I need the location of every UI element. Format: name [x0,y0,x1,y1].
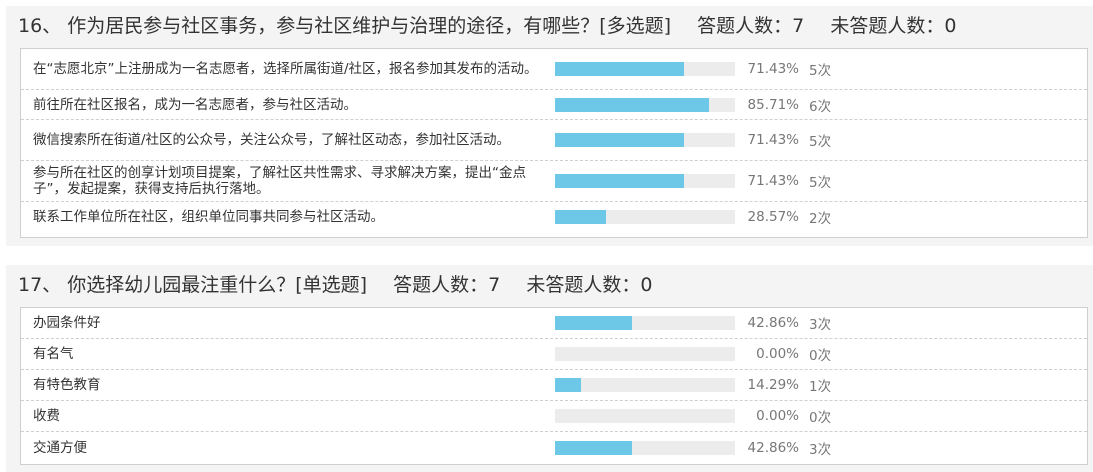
option-row: 前往所在社区报名，成为一名志愿者，参与社区活动。 85.71% 6次 [21,90,1087,120]
option-count: 0次 [809,348,832,364]
progress-bar [555,409,735,423]
option-row: 有名气 0.00% 0次 [21,339,1087,370]
progress-bar [555,440,735,455]
option-label: 在“志愿北京”上注册成为一名志愿者，选择所属街道/社区，报名参加其发布的活动。 [33,61,538,77]
question-number: 17、 [18,274,62,296]
option-percent: 0.00% [756,346,799,362]
progress-fill [555,316,633,330]
progress-fill [555,97,710,112]
option-count: 3次 [809,441,832,458]
answered-count: 答题人数：7 [393,274,501,296]
option-label: 联系工作单位所在社区，组织单位同事共同参与社区活动。 [33,209,384,225]
option-count: 5次 [809,63,832,79]
progress-fill [555,378,581,392]
options-table: 在“志愿北京”上注册成为一名志愿者，选择所属街道/社区，报名参加其发布的活动。 … [20,48,1088,238]
question-title: 17、 你选择幼儿园最注重什么？[单选题] 答题人数：7 未答题人数：0 [18,265,652,305]
options-table: 办园条件好 42.86% 3次 有名气 0.00% 0次 有特色教育 14.29… [20,307,1088,465]
option-count: 5次 [809,134,832,150]
option-percent: 14.29% [747,377,799,393]
option-row: 收费 0.00% 0次 [21,401,1087,432]
option-count: 5次 [809,175,832,191]
progress-fill [555,133,684,147]
option-row: 联系工作单位所在社区，组织单位同事共同参与社区活动。 28.57% 2次 [21,202,1087,232]
option-count: 2次 [809,211,832,227]
option-label: 交通方便 [33,439,87,456]
option-percent: 71.43% [747,132,799,148]
progress-bar [555,174,735,188]
question-title: 16、 作为居民参与社区事务，参与社区维护与治理的途径，有哪些？[多选题] 答题… [18,6,956,46]
progress-fill [555,440,633,455]
option-label: 参与所在社区的创享计划项目提案，了解社区共性需求、寻求解决方案，提出“金点子”，… [33,165,526,197]
option-percent: 42.86% [747,315,799,331]
option-row: 办园条件好 42.86% 3次 [21,308,1087,339]
option-percent: 71.43% [747,173,799,189]
option-percent: 42.86% [747,439,799,456]
option-row: 在“志愿北京”上注册成为一名志愿者，选择所属街道/社区，报名参加其发布的活动。 … [21,49,1087,90]
progress-fill [555,174,684,188]
progress-bar [555,378,735,392]
option-percent: 28.57% [747,209,799,225]
answered-count: 答题人数：7 [697,15,805,37]
progress-bar [555,316,735,330]
question-16: 16、 作为居民参与社区事务，参与社区维护与治理的途径，有哪些？[多选题] 答题… [6,6,1093,246]
progress-bar [555,210,735,224]
progress-bar [555,62,735,76]
option-label: 收费 [33,408,60,424]
option-row: 有特色教育 14.29% 1次 [21,370,1087,401]
option-label: 办园条件好 [33,315,101,331]
progress-bar [555,347,735,361]
option-percent: 71.43% [747,61,799,77]
question-number: 16、 [18,15,62,37]
option-count: 1次 [809,379,832,395]
option-row: 微信搜索所在街道/社区的公众号，关注公众号，了解社区动态，参加社区活动。 71.… [21,120,1087,161]
option-label: 有名气 [33,346,74,362]
option-percent: 85.71% [747,96,799,113]
option-row: 参与所在社区的创享计划项目提案，了解社区共性需求、寻求解决方案，提出“金点子”，… [21,161,1087,202]
question-text: 你选择幼儿园最注重什么？[单选题] [67,274,368,296]
option-count: 6次 [809,98,832,115]
option-count: 3次 [809,317,832,333]
option-label: 前往所在社区报名，成为一名志愿者，参与社区活动。 [33,96,357,113]
unanswered-count: 未答题人数：0 [830,15,957,37]
progress-fill [555,210,607,224]
question-text: 作为居民参与社区事务，参与社区维护与治理的途径，有哪些？[多选题] [67,15,672,37]
option-row: 交通方便 42.86% 3次 [21,432,1087,463]
unanswered-count: 未答题人数：0 [526,274,653,296]
option-percent: 0.00% [756,408,799,424]
progress-fill [555,62,684,76]
option-label: 有特色教育 [33,377,101,393]
option-label: 微信搜索所在街道/社区的公众号，关注公众号，了解社区动态，参加社区活动。 [33,132,511,148]
progress-bar [555,133,735,147]
progress-bar [555,97,735,112]
option-count: 0次 [809,410,832,426]
question-17: 17、 你选择幼儿园最注重什么？[单选题] 答题人数：7 未答题人数：0 办园条… [6,265,1093,472]
